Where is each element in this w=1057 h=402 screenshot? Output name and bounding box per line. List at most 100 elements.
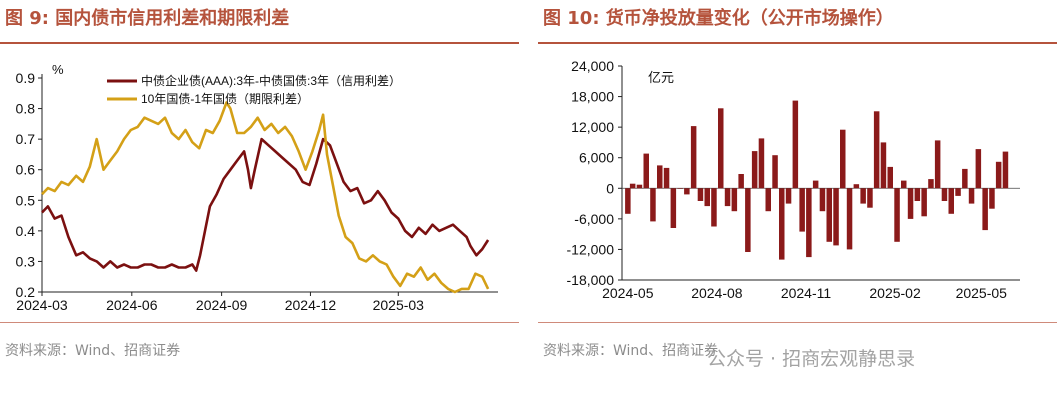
right-x-tick-label: 2024-11 — [781, 285, 832, 301]
right-title-rule — [538, 42, 1057, 44]
bar — [799, 188, 805, 232]
series-line-credit-spread — [41, 137, 490, 272]
bar — [914, 188, 921, 201]
right-x-tick-label: 2025-05 — [956, 285, 1008, 301]
bar — [629, 183, 636, 189]
bar — [772, 155, 778, 189]
legend-label-term-spread: 10年国债-1年国债（期限利差） — [141, 92, 309, 106]
left-y-tick-label: 0.6 — [16, 162, 36, 178]
legend-label-credit-spread: 中债企业债(AAA):3年-中债国债:3年（信用利差） — [141, 73, 401, 88]
bar — [697, 188, 704, 201]
bar — [792, 100, 799, 189]
bar — [751, 151, 758, 189]
bar — [907, 188, 914, 219]
bar — [887, 166, 893, 189]
bar — [928, 179, 934, 189]
bar — [806, 188, 812, 258]
right-x-tick-label: 2024-08 — [691, 285, 743, 301]
right-y-tick-label: -12,000 — [567, 241, 615, 257]
left-chart-title: 图 9: 国内债市信用利差和期限利差 — [5, 8, 290, 29]
left-source-rule — [0, 322, 519, 323]
left-x-tick-label: 2024-03 — [16, 297, 68, 313]
bar — [677, 188, 683, 189]
bar — [894, 188, 900, 242]
bar — [650, 188, 656, 222]
bar — [833, 188, 839, 246]
left-y-tick-label: 0.7 — [16, 131, 36, 147]
right-y-tick-label: 0 — [606, 180, 614, 196]
bar — [718, 108, 724, 189]
bar — [690, 126, 697, 189]
left-title-rule — [0, 42, 519, 44]
left-x-tick-label: 2024-09 — [196, 297, 248, 313]
right-source-note: 资料来源：Wind、招商证券 — [543, 343, 719, 359]
bar — [663, 167, 670, 189]
bar — [880, 142, 887, 189]
bar — [948, 188, 954, 214]
bar — [724, 188, 731, 207]
series-line-term-spread — [41, 101, 490, 294]
left-y-tick-label: 0.5 — [16, 192, 36, 208]
left-y-tick-label: 0.3 — [16, 253, 36, 269]
left-y-tick-label: 0.4 — [16, 223, 36, 239]
right-y-tick-label: 12,000 — [571, 119, 614, 135]
bar — [941, 188, 948, 201]
left-y-tick-label: 0.2 — [16, 284, 36, 300]
right-unit-label: 亿元 — [648, 70, 674, 85]
bar — [846, 188, 853, 250]
bar — [745, 188, 751, 252]
left-y-tick-label: 0.8 — [16, 101, 36, 117]
left-source-note: 资料来源：Wind、招商证券 — [5, 343, 181, 359]
left-line-chart: 0.2 0.3 0.4 0.5 0.6 0.7 0.8 0.9% 2024-03 2024-06 2… — [16, 62, 498, 313]
right-x-tick-label: 2024-05 — [602, 285, 654, 301]
right-y-tick-label: 18,000 — [571, 89, 614, 105]
bar — [711, 188, 717, 227]
bar — [765, 188, 771, 212]
left-x-tick-label: 2024-06 — [106, 297, 158, 313]
bar — [704, 188, 710, 207]
left-unit-label: % — [52, 62, 64, 77]
bar — [968, 188, 975, 204]
bar — [657, 165, 663, 189]
bar — [812, 180, 819, 189]
watermark-text: 公众号 · 招商宏观静思录 — [707, 348, 916, 370]
bar — [670, 188, 677, 228]
right-chart-title: 图 10: 货币净投放量变化（公开市场操作） — [543, 8, 894, 29]
bar — [975, 149, 982, 189]
right-y-tick-label: -18,000 — [567, 272, 615, 288]
left-x-tick-label: 2024-12 — [285, 297, 337, 313]
left-y-tick-label: 0.9 — [16, 70, 36, 86]
bar — [853, 184, 860, 189]
right-x-tick-label: 2025-02 — [869, 285, 921, 301]
bar — [779, 188, 785, 260]
right-y-tick-label: -6,000 — [574, 211, 614, 227]
bar — [636, 184, 643, 189]
bar — [901, 180, 907, 189]
right-source-rule — [538, 322, 1057, 323]
bar — [989, 188, 995, 209]
bar — [860, 188, 866, 204]
right-y-tick-label: 6,000 — [579, 150, 614, 166]
bar — [738, 174, 744, 189]
right-y-tick-label: 24,000 — [571, 58, 614, 74]
bar — [625, 188, 631, 214]
bar — [873, 111, 880, 189]
bar — [758, 138, 765, 189]
bar — [731, 188, 738, 212]
bar — [785, 188, 792, 204]
bar — [921, 188, 927, 217]
bar — [962, 168, 968, 189]
bar — [982, 188, 988, 231]
bar — [826, 188, 832, 242]
bar — [955, 188, 961, 196]
bar — [684, 188, 690, 195]
bar — [934, 140, 941, 189]
right-bar-chart: -18,000 -12,000 -6,000 0 6,000 12,000 18,000 24… — [567, 58, 1020, 301]
bar — [840, 129, 846, 189]
left-x-tick-label: 2025-03 — [373, 297, 425, 313]
bar — [995, 161, 1002, 189]
bar — [867, 188, 873, 208]
bar — [643, 153, 649, 189]
bar — [1002, 151, 1009, 189]
bar — [819, 188, 826, 212]
